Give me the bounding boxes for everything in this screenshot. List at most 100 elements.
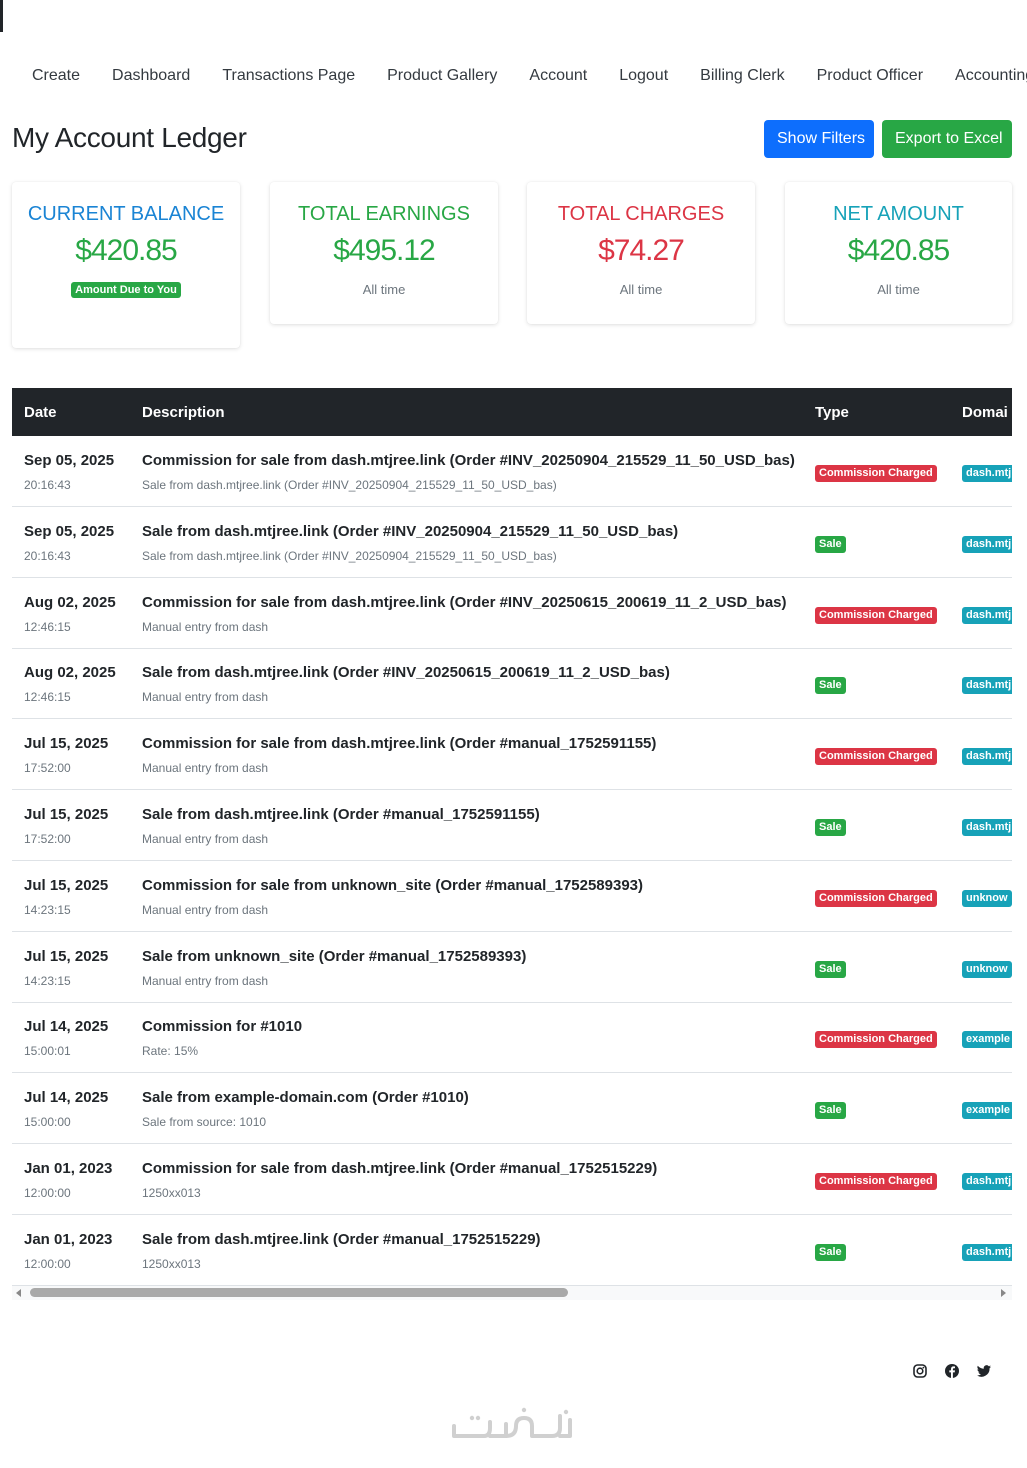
- scroll-right-arrow-icon[interactable]: [1001, 1289, 1006, 1297]
- row-time: 20:16:43: [24, 478, 71, 492]
- table-row: Jul 15, 2025 14:23:15 Commission for sale …: [12, 861, 1012, 932]
- row-domain-badge: dash.mtj: [962, 819, 1012, 836]
- nav-transactions-page[interactable]: Transactions Page: [222, 67, 356, 84]
- row-type-badge: Commission Charged: [815, 606, 937, 624]
- row-type-badge: Sale: [815, 677, 846, 695]
- row-domain-badge: unknow: [962, 889, 1012, 907]
- net-amount-title: NET AMOUNT: [833, 203, 964, 225]
- row-domain-badge: dash.mtj: [962, 1173, 1012, 1190]
- table-row: Jul 15, 2025 14:23:15 Sale from unknown_si…: [12, 932, 1012, 1003]
- scroll-left-arrow-icon[interactable]: [16, 1289, 21, 1297]
- row-note: Manual entry from dash: [142, 973, 269, 988]
- row-type-badge: Commission Charged: [815, 1031, 937, 1049]
- total-charges-title: TOTAL CHARGES: [557, 203, 725, 225]
- row-type-badge: Sale: [815, 1102, 846, 1120]
- table-row: Jul 14, 2025 15:00:00 Sale from example-do…: [12, 1073, 1012, 1145]
- row-note: Manual entry from dash: [142, 761, 269, 776]
- row-date: Jul 15, 2025: [24, 806, 109, 823]
- page-edge-marker: [0, 0, 3, 32]
- row-date: Jul 15, 2025: [24, 735, 109, 753]
- row-domain-badge: unknow: [962, 960, 1012, 978]
- row-time: 17:52:00: [24, 761, 71, 776]
- table-row: Jul 15, 2025 17:52:00 Sale from dash.mtjre…: [12, 790, 1012, 861]
- current-balance-title: CURRENT BALANCE: [27, 203, 225, 225]
- main-nav: Create Dashboard Transactions Page Produ…: [16, 64, 1027, 88]
- row-description: Sale from dash.mtjree.link (Order #INV_2…: [142, 522, 679, 540]
- net-amount-sub: All time: [877, 282, 920, 297]
- table-row: Aug 02, 2025 12:46:15 Sale from dash.mtjre…: [12, 648, 1012, 720]
- header-domain: Domai: [962, 404, 1008, 421]
- table-row: Aug 02, 2025 12:46:15 Commission for sale …: [12, 578, 1012, 649]
- total-earnings-card: TOTAL EARNINGS $495.12 All time: [270, 182, 498, 324]
- row-description: Sale from dash.mtjree.link (Order #INV_2…: [142, 664, 670, 682]
- nav-product-officer[interactable]: Product Officer: [816, 67, 924, 84]
- nav-product-gallery[interactable]: Product Gallery: [387, 67, 498, 84]
- nav-accounting[interactable]: Accounting: [955, 67, 1027, 84]
- row-date: Jan 01, 2023: [24, 1160, 113, 1177]
- table-row: Sep 05, 2025 20:16:43 Commission for sale …: [12, 436, 1012, 507]
- ledger-table: Date Description Type Domai Sep 05, 2025…: [12, 388, 1012, 1286]
- row-date: Jul 15, 2025: [24, 947, 109, 965]
- row-time: 14:23:15: [24, 973, 71, 988]
- row-note: Rate: 15%: [142, 1044, 199, 1059]
- row-date: Aug 02, 2025: [24, 593, 116, 611]
- row-date: Jul 14, 2025: [24, 1018, 109, 1036]
- nav-dashboard[interactable]: Dashboard: [112, 67, 191, 84]
- row-domain-badge: dash.mtj: [962, 606, 1012, 624]
- row-domain-badge: example: [962, 1031, 1012, 1049]
- row-description: Commission for sale from dash.mtjree.lin…: [142, 735, 657, 753]
- instagram-icon[interactable]: [912, 1363, 928, 1379]
- horizontal-scrollbar[interactable]: [12, 1286, 1012, 1300]
- row-time: 17:52:00: [24, 832, 71, 846]
- row-domain-badge: dash.mtj: [962, 748, 1012, 766]
- scrollbar-thumb[interactable]: [30, 1288, 568, 1297]
- row-note: 1250xx013: [142, 1256, 201, 1271]
- row-date: Sep 05, 2025: [24, 522, 115, 540]
- row-domain-badge: dash.mtj: [962, 465, 1012, 482]
- header-date: Date: [24, 404, 57, 421]
- row-note: Manual entry from dash: [142, 690, 269, 705]
- total-charges-card: TOTAL CHARGES $74.27 All time: [527, 182, 755, 324]
- row-description: Commission for sale from unknown_site (O…: [142, 876, 644, 894]
- row-note: Manual entry from dash: [142, 832, 269, 846]
- row-time: 15:00:00: [24, 1115, 71, 1130]
- row-time: 12:00:00: [24, 1256, 71, 1271]
- row-note: Sale from dash.mtjree.link (Order #INV_2…: [142, 478, 557, 492]
- row-type-badge: Commission Charged: [815, 1173, 937, 1190]
- show-filters-button[interactable]: Show Filters: [764, 120, 874, 158]
- row-type-badge: Commission Charged: [815, 889, 937, 907]
- row-domain-badge: dash.mtj: [962, 535, 1012, 553]
- table-row: Jul 15, 2025 17:52:00 Commission for sale …: [12, 719, 1012, 791]
- row-date: Jan 01, 2023: [24, 1230, 113, 1248]
- row-time: 12:46:15: [24, 619, 71, 634]
- twitter-icon[interactable]: [976, 1363, 992, 1379]
- row-date: Jul 15, 2025: [24, 876, 109, 894]
- row-type-badge: Commission Charged: [815, 465, 937, 482]
- net-amount-card: NET AMOUNT $420.85 All time: [785, 182, 1012, 324]
- table-row: Jan 01, 2023 12:00:00 Sale from dash.mtjre…: [12, 1215, 1012, 1286]
- nav-logout[interactable]: Logout: [619, 67, 669, 84]
- row-time: 20:16:43: [24, 548, 71, 563]
- row-description: Commission for sale from dash.mtjree.lin…: [142, 1160, 658, 1177]
- row-domain-badge: dash.mtj: [962, 1243, 1012, 1261]
- row-note: 1250xx013: [142, 1186, 201, 1200]
- row-type-badge: Sale: [815, 535, 846, 553]
- row-date: Jul 14, 2025: [24, 1089, 109, 1107]
- table-row: Jul 14, 2025 15:00:01 Commission for #1010…: [12, 1002, 1012, 1074]
- current-balance-card: CURRENT BALANCE $420.85 Amount Due to Yo…: [12, 182, 240, 348]
- row-time: 12:00:00: [24, 1186, 71, 1200]
- row-description: Sale from dash.mtjree.link (Order #manua…: [142, 806, 540, 823]
- nav-create[interactable]: Create: [32, 67, 81, 84]
- row-note: Sale from source: 1010: [142, 1115, 267, 1130]
- row-date: Aug 02, 2025: [24, 664, 116, 682]
- nav-billing-clerk[interactable]: Billing Clerk: [700, 67, 785, 84]
- total-earnings-sub: All time: [362, 282, 406, 297]
- row-type-badge: Sale: [815, 1243, 846, 1261]
- row-note: Manual entry from dash: [142, 619, 269, 634]
- facebook-icon[interactable]: [944, 1363, 960, 1379]
- nav-account[interactable]: Account: [529, 67, 588, 84]
- export-excel-button[interactable]: Export to Excel: [882, 120, 1012, 158]
- row-type-badge: Commission Charged: [815, 748, 937, 766]
- row-date: Sep 05, 2025: [24, 452, 115, 469]
- row-type-badge: Sale: [815, 819, 846, 836]
